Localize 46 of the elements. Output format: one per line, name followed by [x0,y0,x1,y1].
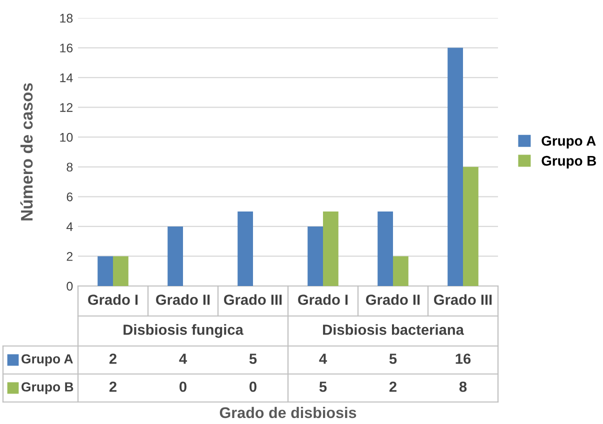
y-tick-label: 6 [66,192,73,202]
bar [393,256,408,286]
bar [378,212,393,286]
data-label: 4 [179,354,187,364]
bar [113,256,128,286]
y-tick-label: 18 [60,14,73,23]
x-tick-label: Grado III [224,294,282,305]
text: Grupo B [22,382,74,394]
data-label: 5 [249,354,257,364]
bar [168,226,183,286]
x-tick-label: Grado I [88,294,138,305]
bar [98,256,113,286]
bar [238,212,253,286]
data-label: 8 [459,382,467,392]
y-axis-title: Número de casos [20,83,33,220]
y-tick-label: 0 [66,282,73,291]
bar [463,166,478,286]
text: Grado de disbiosis [220,406,356,418]
y-tick-label: 8 [66,162,73,172]
data-label: 16 [456,354,471,364]
text: Grupo A [542,136,596,149]
legend-label: Grupo B [542,156,596,168]
y-tick-label: 10 [60,132,73,142]
data-label: 5 [319,382,327,392]
y-tick-label: 2 [66,252,73,261]
y-tick-label: 16 [60,44,73,52]
text: Disbiosis bacteriana [323,324,464,335]
data-label: 4 [319,354,327,364]
y-tick-label: 12 [60,103,73,112]
bar [448,48,463,286]
data-label: 2 [109,382,116,392]
bar [323,212,338,286]
legend-label: Grupo A [22,354,73,366]
x-tick-label: Grado III [434,294,492,305]
data-label: 0 [250,382,256,392]
bar [308,226,323,286]
x-tick-label: Grado II [156,294,210,305]
text: Disbiosis fungica [124,324,244,338]
data-label: 5 [389,354,397,364]
y-tick-label: 4 [66,222,73,231]
data-label: 2 [389,382,396,392]
x-tick-label: Grado I [298,294,348,305]
data-label: 2 [109,354,116,364]
data-label: 0 [180,382,186,392]
y-tick-label: 14 [60,73,73,82]
x-tick-label: Grado II [366,294,420,305]
